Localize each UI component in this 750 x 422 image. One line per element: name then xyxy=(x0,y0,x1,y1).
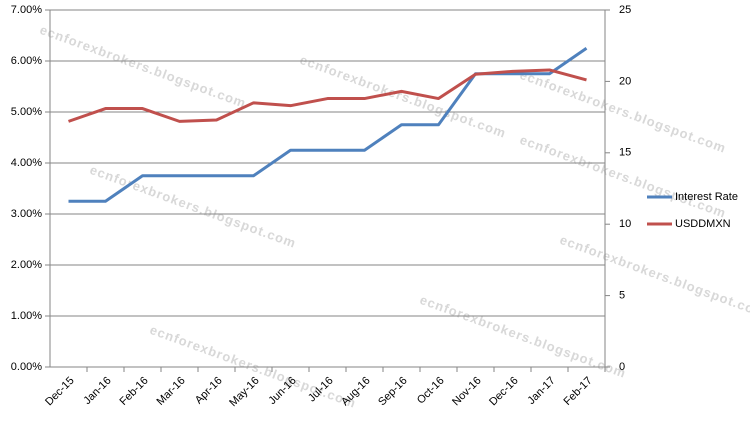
x-tick-label: Feb-17 xyxy=(562,375,595,408)
y-tick-label: 5.00% xyxy=(11,106,42,118)
x-tick-label: May-16 xyxy=(227,375,261,409)
y2-tick-label: 15 xyxy=(619,147,631,159)
x-tick-label: Jan-16 xyxy=(81,375,113,407)
watermark: ecnforexbrokers.blogspot.com xyxy=(38,22,249,111)
x-tick-label: Mar-16 xyxy=(155,375,188,408)
y2-tick-label: 0 xyxy=(619,361,625,373)
x-tick-label: Dec-16 xyxy=(487,375,521,409)
y-tick-label: 3.00% xyxy=(11,208,42,220)
watermark: ecnforexbrokers.blogspot.com xyxy=(298,52,509,141)
x-tick-label: Feb-16 xyxy=(118,375,151,408)
x-tick-label: Dec-15 xyxy=(43,375,77,409)
legend-label: Interest Rate xyxy=(675,191,738,203)
watermark: ecnforexbrokers.blogspot.com xyxy=(148,322,359,411)
legend-label: USDDMXN xyxy=(675,218,731,230)
y-tick-label: 4.00% xyxy=(11,157,42,169)
y-tick-label: 0.00% xyxy=(11,361,42,373)
watermark: ecnforexbrokers.blogspot.com xyxy=(558,232,750,321)
x-tick-label: Sep-16 xyxy=(376,375,410,409)
y2-tick-label: 10 xyxy=(619,218,631,230)
y-tick-label: 1.00% xyxy=(11,310,42,322)
watermark: ecnforexbrokers.blogspot.com xyxy=(418,292,629,381)
y-tick-label: 6.00% xyxy=(11,55,42,67)
series-line xyxy=(68,68,587,123)
x-tick-label: Apr-16 xyxy=(193,375,225,407)
y2-tick-label: 25 xyxy=(619,4,631,16)
y2-tick-label: 5 xyxy=(619,290,625,302)
y-tick-label: 7.00% xyxy=(11,4,42,16)
x-tick-label: Jan-17 xyxy=(525,375,557,407)
y2-tick-label: 20 xyxy=(619,75,631,87)
y-tick-label: 2.00% xyxy=(11,259,42,271)
x-tick-label: Oct-16 xyxy=(415,375,447,407)
x-tick-label: Nov-16 xyxy=(450,375,484,409)
